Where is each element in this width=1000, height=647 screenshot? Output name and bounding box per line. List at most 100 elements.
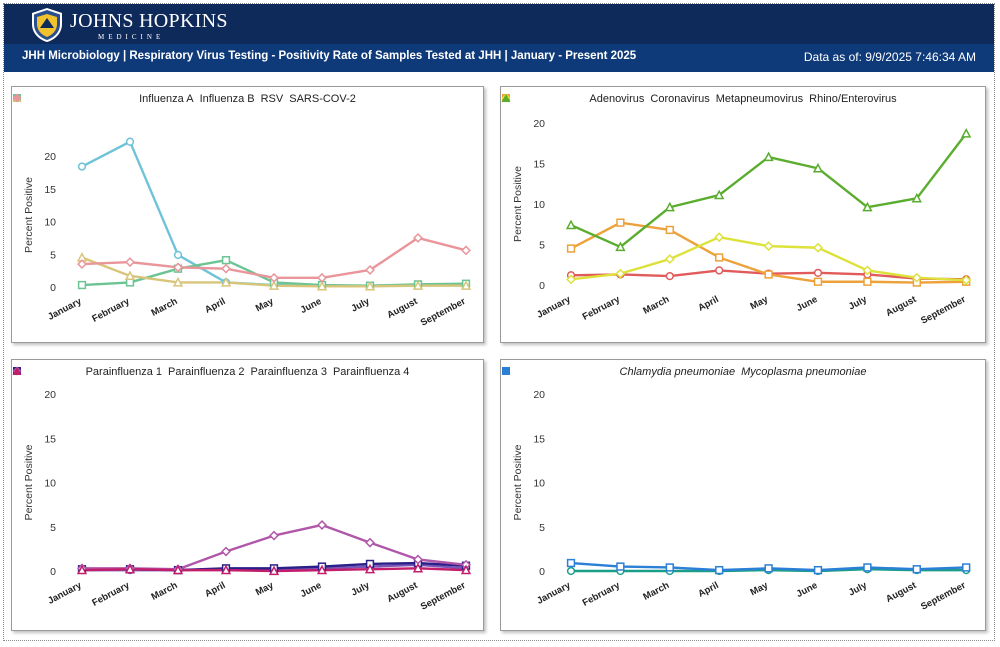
data-point-rsv-june[interactable] bbox=[316, 280, 328, 291]
data-point-influenza-b-january[interactable] bbox=[77, 280, 87, 290]
data-point-adenovirus-june[interactable] bbox=[813, 268, 823, 278]
data-point-metapneumovirus-april[interactable] bbox=[714, 232, 725, 243]
legend-label: Adenovirus bbox=[589, 93, 645, 105]
logo-bar: JOHNS HOPKINS MEDICINE bbox=[4, 4, 994, 44]
data-point-rsv-may[interactable] bbox=[268, 280, 280, 290]
data-point-sars-cov-2-april[interactable] bbox=[221, 263, 231, 274]
data-point-mycoplasma-pneumoniae-april[interactable] bbox=[715, 565, 724, 575]
data-point-metapneumovirus-january[interactable] bbox=[566, 274, 576, 285]
data-point-rsv-february[interactable] bbox=[124, 270, 136, 281]
legend-item-mycoplasma-pneumoniae[interactable]: Mycoplasma pneumoniae bbox=[502, 366, 866, 378]
data-point-mycoplasma-pneumoniae-january[interactable] bbox=[566, 558, 576, 568]
data-point-influenza-a-january[interactable] bbox=[77, 162, 87, 171]
data-point-parainfluenza-3-april[interactable] bbox=[221, 546, 231, 557]
data-point-adenovirus-march[interactable] bbox=[665, 271, 674, 281]
data-point-sars-cov-2-february[interactable] bbox=[125, 257, 135, 268]
data-point-metapneumovirus-march[interactable] bbox=[664, 254, 675, 265]
data-point-sars-cov-2-september[interactable] bbox=[461, 245, 471, 256]
data-point-sars-cov-2-may[interactable] bbox=[269, 272, 279, 283]
data-point-coronavirus-april[interactable] bbox=[715, 253, 724, 262]
data-point-sars-cov-2-june[interactable] bbox=[317, 272, 327, 283]
data-point-rhino-enterovirus-february[interactable] bbox=[615, 241, 626, 252]
data-point-rsv-july[interactable] bbox=[364, 280, 376, 291]
data-point-parainfluenza-4-april[interactable] bbox=[220, 564, 232, 575]
legend-item-sars-cov-2[interactable]: SARS-COV-2 bbox=[12, 93, 356, 105]
data-point-parainfluenza-3-july[interactable] bbox=[365, 537, 375, 548]
chart-legend: Adenovirus Coronavirus Metapneumovirus Rhin… bbox=[501, 93, 985, 105]
data-point-parainfluenza-4-september[interactable] bbox=[460, 564, 472, 575]
x-tick-label-january: January bbox=[535, 580, 573, 607]
data-point-rsv-march[interactable] bbox=[172, 276, 184, 287]
y-tick-label: 20 bbox=[533, 389, 545, 401]
data-point-rsv-september[interactable] bbox=[460, 280, 472, 290]
data-point-influenza-b-february[interactable] bbox=[125, 278, 135, 287]
logo-title: JOHNS HOPKINS bbox=[70, 10, 228, 32]
x-tick-label-june: June bbox=[299, 296, 324, 316]
data-point-rsv-april[interactable] bbox=[220, 276, 232, 287]
data-point-rhino-enterovirus-september[interactable] bbox=[961, 128, 972, 138]
data-point-mycoplasma-pneumoniae-march[interactable] bbox=[665, 563, 674, 572]
data-point-parainfluenza-3-june[interactable] bbox=[317, 520, 327, 530]
data-point-mycoplasma-pneumoniae-september[interactable] bbox=[962, 563, 971, 572]
data-point-rhino-enterovirus-july[interactable] bbox=[862, 201, 873, 212]
data-point-mycoplasma-pneumoniae-may[interactable] bbox=[764, 564, 773, 573]
data-point-chlamydia-pneumoniae-january[interactable] bbox=[566, 566, 576, 576]
chart-legend: Parainfluenza 1 Parainfluenza 2 Parainflue… bbox=[12, 366, 483, 378]
data-point-mycoplasma-pneumoniae-july[interactable] bbox=[863, 563, 872, 572]
data-point-parainfluenza-4-january[interactable] bbox=[76, 564, 88, 575]
data-point-influenza-a-february[interactable] bbox=[125, 137, 135, 146]
data-point-influenza-b-april[interactable] bbox=[221, 256, 231, 265]
data-point-coronavirus-january[interactable] bbox=[566, 244, 576, 253]
y-tick-label: 5 bbox=[539, 522, 545, 534]
data-point-coronavirus-may[interactable] bbox=[764, 270, 773, 279]
data-point-parainfluenza-4-may[interactable] bbox=[268, 565, 280, 576]
data-point-metapneumovirus-august[interactable] bbox=[911, 272, 922, 283]
x-tick-label-february: February bbox=[90, 580, 132, 609]
data-point-mycoplasma-pneumoniae-june[interactable] bbox=[813, 565, 823, 575]
legend-label: Rhino/Enterovirus bbox=[809, 93, 897, 105]
data-point-rhino-enterovirus-august[interactable] bbox=[911, 192, 922, 203]
data-point-sars-cov-2-march[interactable] bbox=[173, 262, 183, 273]
y-tick-label: 5 bbox=[50, 522, 56, 534]
data-point-mycoplasma-pneumoniae-august[interactable] bbox=[912, 565, 921, 574]
legend-item-parainfluenza-4[interactable]: Parainfluenza 4 bbox=[12, 366, 409, 378]
data-point-coronavirus-june[interactable] bbox=[813, 277, 823, 286]
x-tick-label-september: September bbox=[419, 296, 468, 329]
chart-panel-parainfluenza: Parainfluenza 1 Parainfluenza 2 Parainflue… bbox=[11, 359, 484, 631]
data-point-coronavirus-february[interactable] bbox=[616, 218, 625, 227]
data-point-parainfluenza-4-august[interactable] bbox=[412, 562, 424, 573]
data-point-metapneumovirus-september[interactable] bbox=[961, 275, 972, 286]
data-point-rhino-enterovirus-april[interactable] bbox=[714, 189, 725, 200]
data-point-metapneumovirus-june[interactable] bbox=[813, 242, 823, 253]
data-point-rhino-enterovirus-june[interactable] bbox=[812, 162, 824, 173]
chart-panel-other-viruses: Adenovirus Coronavirus Metapneumovirus Rhin… bbox=[500, 86, 986, 343]
x-tick-label-february: February bbox=[581, 294, 623, 323]
x-tick-label-march: March bbox=[641, 580, 671, 603]
data-point-adenovirus-april[interactable] bbox=[715, 266, 724, 275]
data-point-sars-cov-2-august[interactable] bbox=[413, 232, 423, 243]
data-point-sars-cov-2-july[interactable] bbox=[365, 265, 375, 275]
data-point-parainfluenza-4-june[interactable] bbox=[316, 564, 328, 575]
data-point-parainfluenza-3-may[interactable] bbox=[269, 530, 279, 541]
data-point-parainfluenza-4-march[interactable] bbox=[172, 564, 184, 575]
data-point-mycoplasma-pneumoniae-february[interactable] bbox=[616, 562, 625, 571]
y-tick-label: 20 bbox=[44, 389, 56, 401]
data-point-rhino-enterovirus-march[interactable] bbox=[664, 201, 675, 212]
data-point-parainfluenza-4-february[interactable] bbox=[124, 563, 136, 574]
data-point-rsv-august[interactable] bbox=[412, 280, 424, 290]
data-point-rhino-enterovirus-may[interactable] bbox=[763, 151, 774, 162]
logo-subtitle: MEDICINE bbox=[98, 33, 165, 41]
data-point-influenza-a-march[interactable] bbox=[173, 250, 183, 260]
data-point-coronavirus-july[interactable] bbox=[863, 277, 872, 286]
legend-item-rhino-enterovirus[interactable]: Rhino/Enterovirus bbox=[501, 93, 897, 105]
data-point-rhino-enterovirus-january[interactable] bbox=[565, 219, 577, 230]
data-point-metapneumovirus-may[interactable] bbox=[763, 241, 774, 252]
data-point-metapneumovirus-february[interactable] bbox=[615, 268, 626, 279]
data-point-coronavirus-march[interactable] bbox=[665, 225, 674, 235]
data-point-parainfluenza-4-july[interactable] bbox=[364, 563, 376, 574]
data-point-sars-cov-2-january[interactable] bbox=[77, 259, 87, 270]
legend-label: Parainfluenza 3 bbox=[250, 366, 327, 378]
series-points-rhino-enterovirus bbox=[565, 128, 972, 252]
legend-label: RSV bbox=[260, 93, 284, 105]
data-point-metapneumovirus-july[interactable] bbox=[862, 265, 873, 276]
